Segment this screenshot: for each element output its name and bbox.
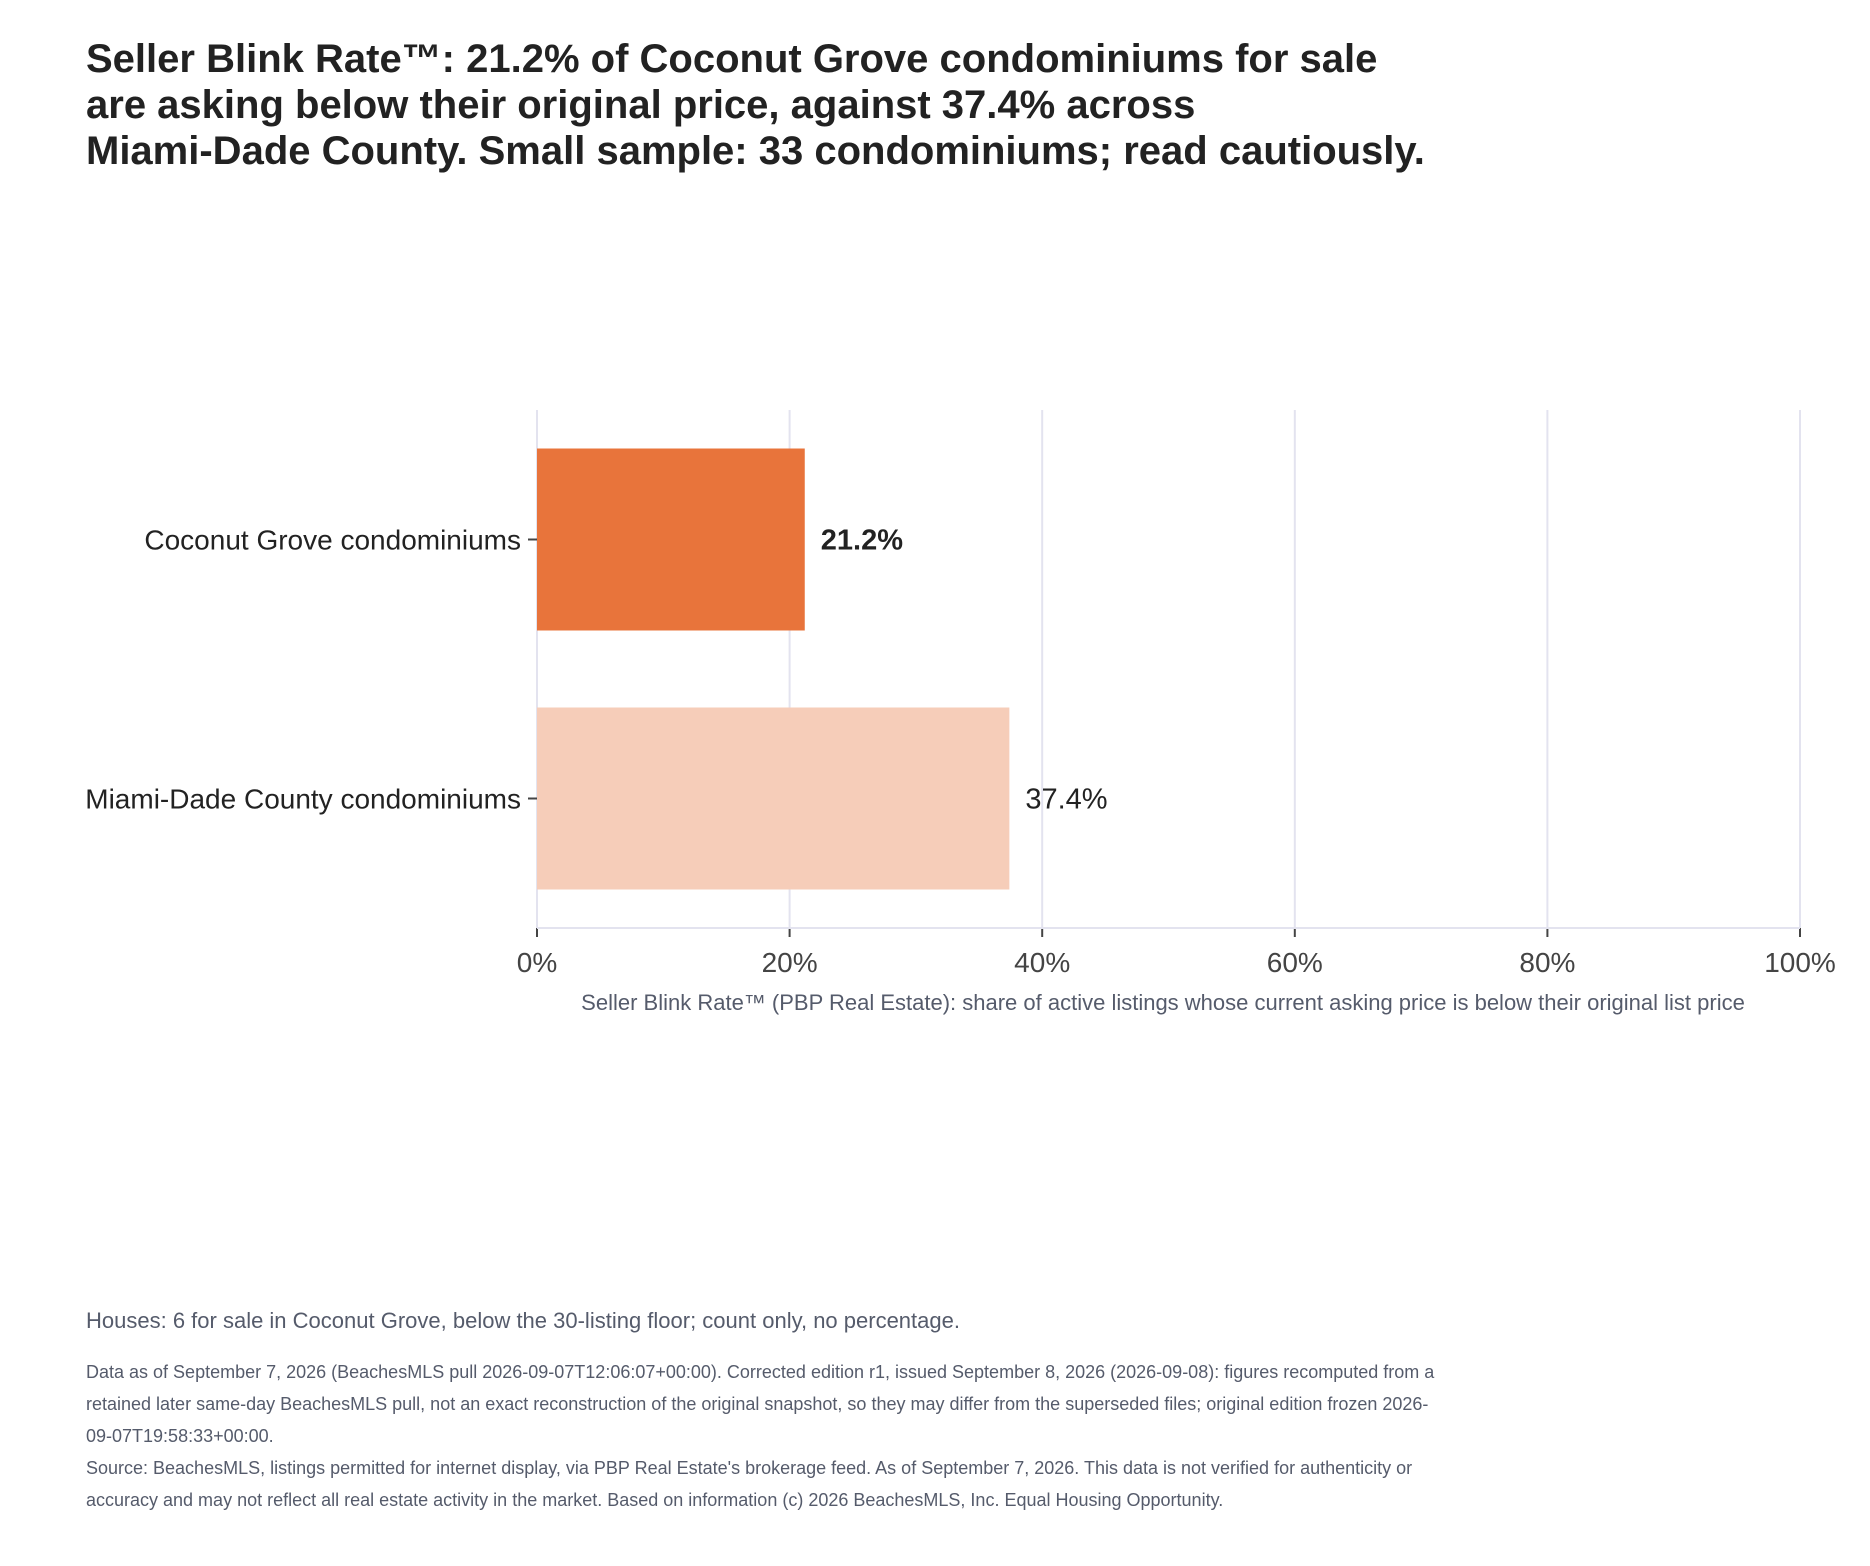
- source-note: Source: BeachesMLS, listings permitted f…: [86, 1458, 1413, 1510]
- x-axis: 0% 20% 40% 60% 80% 100%: [517, 927, 1836, 978]
- x-tick-label: 60%: [1267, 947, 1323, 978]
- bar: [537, 448, 805, 631]
- y-axis: Coconut Grove condominiums Miami-Dade Cou…: [85, 525, 537, 815]
- bar-chart: 21.2% 37.4% 0% 20% 40% 60% 80% 100% Coconut Gr…: [85, 410, 1836, 1015]
- edition-note: Data as of September 7, 2026 (BeachesMLS…: [86, 1362, 1435, 1446]
- x-axis-label: Seller Blink Rate™ (PBP Real Estate): sh…: [581, 990, 1745, 1015]
- bars: 21.2% 37.4%: [537, 448, 1108, 890]
- chart-title: Seller Blink Rate™: 21.2% of Coconut Gro…: [86, 37, 1425, 173]
- x-tick-label: 80%: [1519, 947, 1575, 978]
- category-label: Miami-Dade County condominiums: [85, 784, 521, 815]
- data-label: 21.2%: [821, 525, 903, 557]
- footer: Data as of September 7, 2026 (BeachesMLS…: [86, 1356, 1446, 1516]
- houses-note: Houses: 6 for sale in Coconut Grove, bel…: [86, 1308, 960, 1333]
- bar: [537, 707, 1010, 890]
- category-label: Coconut Grove condominiums: [144, 525, 521, 556]
- x-tick-label: 40%: [1014, 947, 1070, 978]
- x-tick-label: 100%: [1764, 947, 1836, 978]
- data-label: 37.4%: [1025, 784, 1107, 816]
- x-tick-label: 0%: [517, 947, 557, 978]
- x-tick-label: 20%: [762, 947, 818, 978]
